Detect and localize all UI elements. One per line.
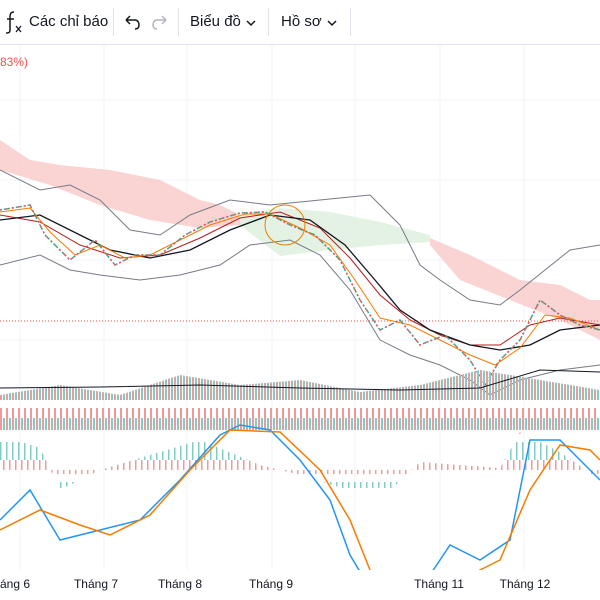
separator — [350, 8, 351, 36]
base-line — [0, 211, 600, 346]
chart-menu[interactable]: Biểu đồ — [190, 13, 241, 30]
x-label: Tháng 12 — [500, 577, 551, 591]
x-label: Tháng 8 — [158, 577, 202, 591]
macd-line — [429, 439, 600, 576]
volume — [0, 370, 600, 430]
band-lower — [0, 239, 600, 396]
x-label: Tháng 11 — [414, 577, 464, 591]
fast-line — [0, 207, 600, 366]
cloud-bullish — [240, 208, 430, 256]
cloud-bearish — [430, 238, 600, 340]
toolbar: Các chỉ báo Biểu đồ Hồ sơ — [0, 0, 600, 45]
x-label: Tháng 9 — [249, 577, 293, 591]
cloud-bearish — [0, 140, 240, 228]
profile-menu[interactable]: Hồ sơ — [281, 13, 322, 30]
signal-line — [0, 429, 373, 576]
chevron[interactable] — [245, 18, 257, 28]
indicators-button[interactable]: Các chỉ báo — [29, 13, 109, 30]
macd-line — [0, 424, 363, 576]
band-upper — [0, 169, 600, 306]
x-axis-labels: Tháng 6 Tháng 7 Tháng 8 Tháng 9 Tháng 11… — [0, 577, 551, 591]
candles-up — [0, 204, 600, 387]
separator — [178, 8, 179, 36]
separator — [268, 8, 269, 36]
chart-area: 83%) Tháng 6 Tháng 7 Tháng 8 Tháng 9 Thá… — [0, 45, 600, 600]
fx-icon[interactable] — [4, 10, 24, 34]
macd-histogram — [0, 432, 600, 488]
redo-icon[interactable] — [150, 13, 170, 33]
separator — [113, 8, 114, 36]
volume-ma — [0, 369, 600, 391]
legend-fragment: 83%) — [0, 55, 28, 69]
x-label: Tháng 7 — [74, 577, 118, 591]
marker-circle — [264, 204, 306, 246]
chevron[interactable] — [326, 18, 338, 28]
x-axis — [0, 570, 600, 600]
grid — [0, 45, 600, 570]
signal-line — [469, 444, 600, 576]
undo-icon[interactable] — [122, 13, 142, 33]
x-label: Tháng 6 — [0, 577, 30, 591]
